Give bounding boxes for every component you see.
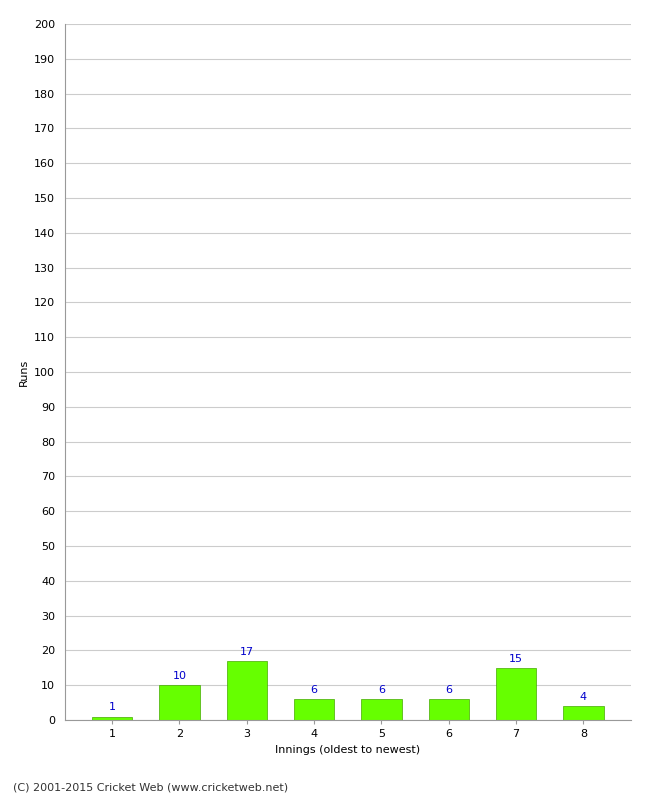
- Bar: [496, 668, 536, 720]
- Bar: [227, 661, 267, 720]
- Bar: [92, 717, 133, 720]
- Text: 6: 6: [378, 685, 385, 695]
- Text: 15: 15: [509, 654, 523, 664]
- Bar: [361, 699, 402, 720]
- X-axis label: Innings (oldest to newest): Innings (oldest to newest): [275, 745, 421, 754]
- Bar: [563, 706, 604, 720]
- Bar: [428, 699, 469, 720]
- Text: 6: 6: [311, 685, 318, 695]
- Text: 10: 10: [172, 671, 187, 681]
- Text: 4: 4: [580, 692, 587, 702]
- Text: 1: 1: [109, 702, 116, 712]
- Y-axis label: Runs: Runs: [19, 358, 29, 386]
- Bar: [294, 699, 334, 720]
- Text: (C) 2001-2015 Cricket Web (www.cricketweb.net): (C) 2001-2015 Cricket Web (www.cricketwe…: [13, 782, 288, 792]
- Text: 6: 6: [445, 685, 452, 695]
- Bar: [159, 685, 200, 720]
- Text: 17: 17: [240, 646, 254, 657]
